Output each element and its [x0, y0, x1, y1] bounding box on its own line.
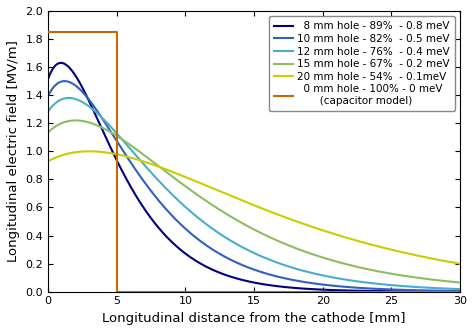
Y-axis label: Longitudinal electric field [MV/m]: Longitudinal electric field [MV/m]	[7, 41, 20, 262]
X-axis label: Longitudinal distance from the cathode [mm]: Longitudinal distance from the cathode […	[102, 312, 406, 325]
Legend:   8 mm hole - 89%  - 0.8 meV, 10 mm hole - 82%  - 0.5 meV, 12 mm hole - 76%  - 0: 8 mm hole - 89% - 0.8 meV, 10 mm hole - …	[269, 16, 455, 111]
